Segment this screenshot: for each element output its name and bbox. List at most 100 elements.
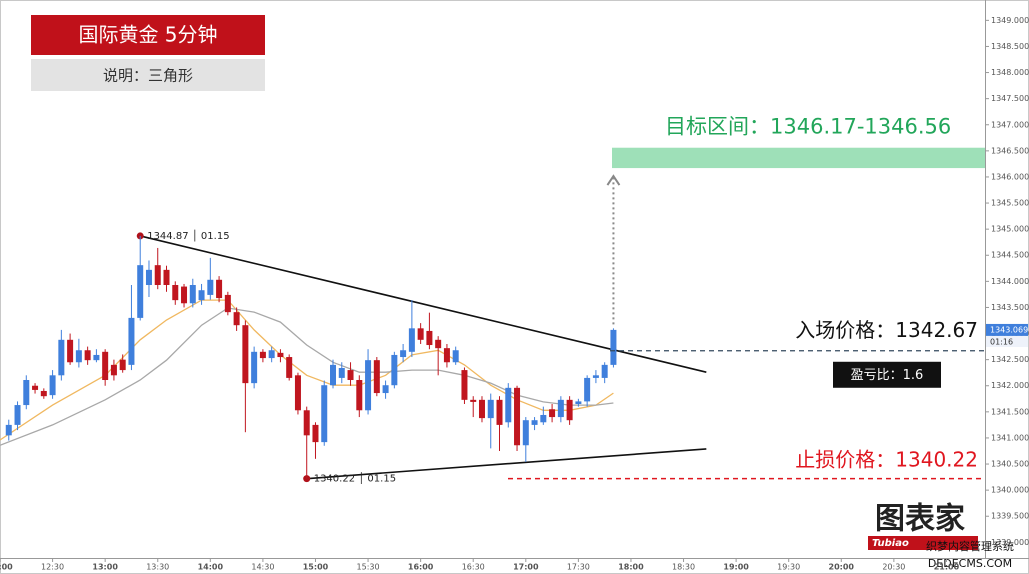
candle-body [40, 390, 47, 397]
candle-body [312, 424, 319, 443]
candle-body [566, 399, 573, 421]
candle-body [522, 420, 529, 446]
subtitle: 说明：三角形 [103, 67, 193, 85]
candle-body [487, 399, 494, 419]
target-label-name: 目标区间： [665, 115, 770, 139]
plot-area: 1344.87 │ 01.15 1340.22 │ 01.15 [0, 147, 985, 485]
x-tick-label: 18:30 [672, 563, 695, 572]
candle-body [32, 385, 39, 390]
y-tick-label: 1345.500 [991, 199, 1029, 208]
trendline-label: 1340.22 │ 01.15 [314, 472, 396, 485]
x-tick-label: 13:30 [146, 563, 169, 572]
candle-body [251, 351, 258, 384]
target-zone [612, 147, 985, 169]
candle-body [181, 286, 188, 304]
y-tick-label: 1339.500 [991, 512, 1029, 521]
candle-body [531, 420, 538, 425]
y-tick-label: 1345.000 [991, 225, 1029, 234]
x-tick-label: 12:00 [0, 563, 13, 572]
moving-average [0, 307, 614, 446]
candle-body [478, 399, 485, 419]
candle-body [592, 375, 599, 378]
candle-body [443, 348, 450, 363]
y-tick-label: 1342.000 [991, 381, 1029, 390]
x-tick-label: 20:30 [882, 563, 905, 572]
candle-body [408, 328, 415, 352]
x-tick-label: 17:00 [513, 563, 539, 572]
logo: 图表家 Tubiao 织梦内容管理系统 DEDECMS.COM [868, 502, 1014, 570]
candle-body [216, 279, 223, 299]
target-arrow-head [606, 174, 621, 186]
x-tick-label: 15:30 [357, 563, 380, 572]
y-tick-label: 1348.000 [991, 68, 1029, 77]
candle-body [505, 387, 512, 423]
candle-body [207, 279, 214, 295]
candle-body [259, 351, 266, 359]
y-tick-label: 1341.500 [991, 407, 1029, 416]
x-tick-label: 20:00 [829, 563, 855, 572]
candle-body [268, 350, 275, 359]
candle-body [426, 330, 433, 346]
moving-average [0, 299, 614, 441]
chart-title: 国际黄金 5分钟 [78, 23, 217, 47]
x-tick-label: 14:30 [251, 563, 274, 572]
entry-label-value: 1342.67 [895, 317, 978, 341]
y-tick-label: 1348.500 [991, 42, 1029, 51]
candle-body [356, 380, 363, 411]
current-price-label: 1343.069 [990, 325, 1028, 334]
target-label: 目标区间：1346.17-1346.56 [665, 115, 951, 139]
candle-body [145, 269, 152, 286]
candle-body [110, 364, 117, 376]
ratio-label-name: 盈亏比： [851, 367, 903, 382]
x-tick-label: 18:00 [618, 563, 644, 572]
trendline [306, 448, 707, 480]
x-tick-label: 14:00 [198, 563, 224, 572]
entry-label: 入场价格：1342.67 [795, 317, 978, 341]
candle-body [286, 357, 293, 378]
x-tick-label: 12:30 [41, 563, 64, 572]
candle-body [347, 370, 354, 381]
candle-body [303, 410, 310, 436]
candle-body [189, 285, 196, 304]
x-tick-label: 19:30 [777, 563, 800, 572]
candle-body [382, 385, 389, 394]
ratio-box [833, 361, 941, 388]
target-label-range: 1346.17-1346.56 [770, 115, 951, 139]
candle-body [49, 375, 56, 396]
y-tick-label: 1347.000 [991, 120, 1029, 129]
x-tick-label: 16:30 [462, 563, 485, 572]
candle-body [294, 375, 301, 411]
candle-body [514, 387, 521, 446]
countdown-label: 01:16 [990, 337, 1013, 346]
logo-band [868, 536, 978, 550]
candle-body [549, 409, 556, 418]
watermark-site: DEDECMS.COM [928, 557, 1012, 570]
candle-body [224, 294, 231, 313]
current-price-tag [986, 323, 1028, 336]
candle-body [391, 354, 398, 386]
candle-body [330, 364, 337, 386]
y-tick-label: 1342.500 [991, 355, 1029, 364]
candle-body [233, 312, 240, 326]
trendline-label: 1344.87 │ 01.15 [147, 229, 229, 242]
candle-body [198, 290, 205, 301]
x-tick-label: 17:30 [567, 563, 590, 572]
x-tick-label: 21:00 [934, 563, 960, 572]
candle-body [540, 414, 547, 423]
x-tick-label: 15:00 [303, 563, 329, 572]
stop-label-name: 止损价格： [795, 447, 895, 471]
candle-body [575, 401, 582, 405]
y-tick-label: 1340.500 [991, 460, 1029, 469]
y-tick-label: 1349.000 [991, 16, 1029, 25]
candle-body [14, 405, 21, 425]
candle-body [172, 285, 179, 301]
x-tick-label: 16:00 [408, 563, 434, 572]
y-tick-label: 1347.500 [991, 94, 1029, 103]
candle-body [365, 360, 372, 411]
candle-body [373, 360, 380, 394]
ratio-label-value: 1.6 [903, 367, 924, 382]
candle-body [128, 317, 135, 365]
stop-label-value: 1340.22 [895, 447, 978, 471]
